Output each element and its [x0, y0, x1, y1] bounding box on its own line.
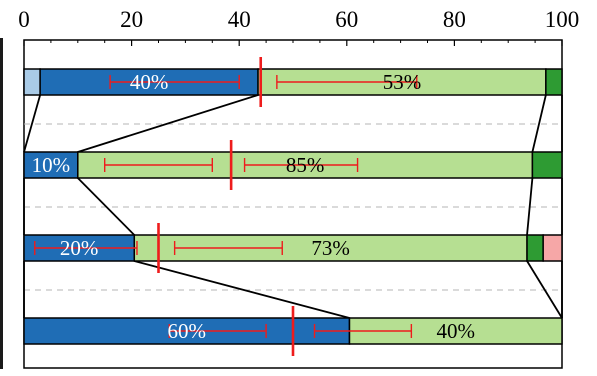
connector-line: [526, 177, 534, 236]
bar-segment: [23, 68, 41, 96]
x-tick-label: 100: [545, 7, 580, 32]
connector-line: [77, 94, 259, 153]
bar-segment: [531, 151, 563, 179]
connector-line: [77, 177, 135, 236]
bar-value-label: 85%: [286, 153, 325, 177]
bar-value-label: 10%: [32, 153, 71, 177]
connector-line: [23, 94, 42, 153]
x-tick-label: 40: [228, 7, 251, 32]
x-tick-label: 80: [443, 7, 466, 32]
bar-segment: [23, 151, 79, 179]
bar-value-label: 53%: [383, 70, 422, 94]
bar-segment: [542, 234, 563, 262]
bar-value-label: 60%: [167, 319, 206, 343]
bar-segment: [545, 68, 563, 96]
bar-value-label: 40%: [130, 70, 169, 94]
bar-value-label: 73%: [311, 236, 350, 260]
bar-value-label: 20%: [60, 236, 99, 260]
x-tick-label: 60: [335, 7, 358, 32]
x-tick-label: 20: [120, 7, 143, 32]
bar-value-label: 40%: [436, 319, 475, 343]
connector-line: [134, 260, 350, 319]
bar-segment: [526, 234, 544, 262]
left-edge-line: [0, 38, 3, 369]
connector-line: [531, 94, 547, 153]
x-tick-label: 0: [18, 7, 30, 32]
connector-line: [526, 260, 563, 319]
